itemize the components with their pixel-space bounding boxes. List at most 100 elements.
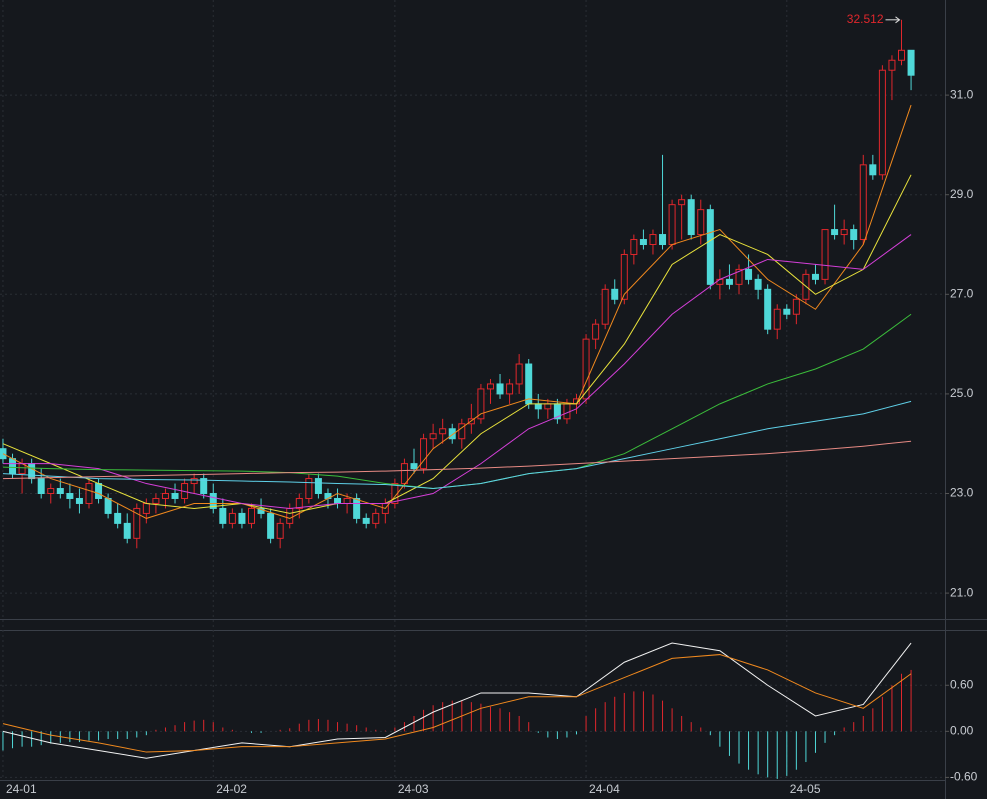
y-tick-label: 25.0 (950, 386, 974, 400)
candle-body (305, 478, 313, 499)
candle-body (735, 268, 743, 285)
candle-body (372, 512, 380, 524)
candle-body (75, 497, 83, 504)
candle-body (123, 522, 131, 539)
y-tick-label: -0.60 (950, 770, 978, 784)
candle-body (314, 478, 322, 495)
candle-body (506, 383, 514, 395)
candle-body (429, 433, 437, 440)
candle-body (238, 512, 246, 524)
y-tick-label: 0.00 (950, 724, 974, 738)
candle-body (706, 209, 714, 285)
candle-body (334, 497, 342, 504)
candle-body (85, 483, 93, 504)
candle-body (37, 478, 45, 495)
candle-body (888, 59, 896, 71)
y-tick-label: 29.0 (950, 187, 974, 201)
candle-body (496, 383, 504, 395)
macd-dif-line (2, 642, 912, 759)
candle-body (869, 164, 877, 176)
candle-body (534, 403, 542, 410)
candle-body (515, 363, 523, 385)
candle-body (773, 308, 781, 330)
candle-body (190, 478, 198, 485)
high-arrow-head (895, 16, 901, 24)
candle-body (898, 49, 906, 61)
candle-body (878, 69, 886, 176)
candle-body (477, 388, 485, 420)
candle-body (716, 278, 724, 285)
moving-average-line (2, 440, 912, 480)
candle-body (659, 234, 667, 246)
candle-body (142, 502, 150, 514)
candle-body (601, 288, 609, 325)
candle-body (66, 493, 74, 499)
moving-average-line (2, 234, 912, 509)
candle-body (257, 507, 265, 514)
x-tick-label: 24-04 (589, 782, 620, 796)
y-tick-label: 23.0 (950, 486, 974, 500)
moving-average-line (2, 400, 912, 490)
candle-body (400, 463, 408, 485)
candle-body (745, 268, 753, 280)
moving-average-line (2, 174, 912, 514)
candle-body (859, 164, 867, 241)
candle-body (267, 512, 275, 539)
candle-body (620, 253, 628, 300)
candle-body (697, 209, 705, 236)
candle-body (582, 338, 590, 400)
candle-body (276, 522, 284, 539)
candle-body (486, 383, 494, 390)
candle-body (840, 229, 848, 236)
moving-average-line (2, 104, 912, 519)
candle-body (458, 423, 466, 440)
candle-body (219, 507, 227, 524)
candle-body (114, 512, 122, 524)
candle-body (544, 403, 552, 410)
candle-body (563, 403, 571, 420)
candle-body (611, 288, 619, 300)
candle-body (9, 458, 17, 475)
candle-body (649, 234, 657, 246)
candle-body (295, 497, 303, 509)
candle-body (247, 507, 255, 524)
candle-body (764, 288, 772, 330)
candle-body (171, 493, 179, 499)
candle-body (228, 512, 236, 524)
candle-body (28, 463, 36, 480)
candle-body (47, 488, 55, 495)
candle-body (831, 229, 839, 236)
candle-body (410, 463, 418, 470)
macd-dea-line (2, 654, 912, 753)
candle-body (362, 517, 370, 524)
candle-body (95, 483, 103, 499)
x-tick-label: 24-02 (216, 782, 247, 796)
candle-body (792, 298, 800, 315)
candle-body (668, 204, 676, 246)
candle-body (200, 478, 208, 495)
candle-body (448, 428, 456, 440)
candle-body (133, 507, 141, 539)
candle-body (850, 229, 858, 241)
y-tick-label: 31.0 (950, 87, 974, 101)
candle-body (687, 199, 695, 236)
candle-body (678, 199, 686, 206)
candle-body (525, 363, 533, 405)
x-tick-label: 24-03 (398, 782, 429, 796)
candle-body (639, 239, 647, 246)
y-tick-label: 0.60 (950, 677, 974, 691)
y-tick-label: 21.0 (950, 585, 974, 599)
candle-body (439, 428, 447, 435)
candle-body (152, 497, 160, 504)
candle-body (420, 438, 428, 470)
candle-body (56, 488, 64, 495)
x-tick-label: 24-01 (6, 782, 37, 796)
candle-body (811, 273, 819, 280)
high-price-label: 32.512 (847, 12, 884, 26)
candle-body (630, 239, 638, 255)
candle-body (907, 49, 915, 76)
candle-body (783, 308, 791, 315)
